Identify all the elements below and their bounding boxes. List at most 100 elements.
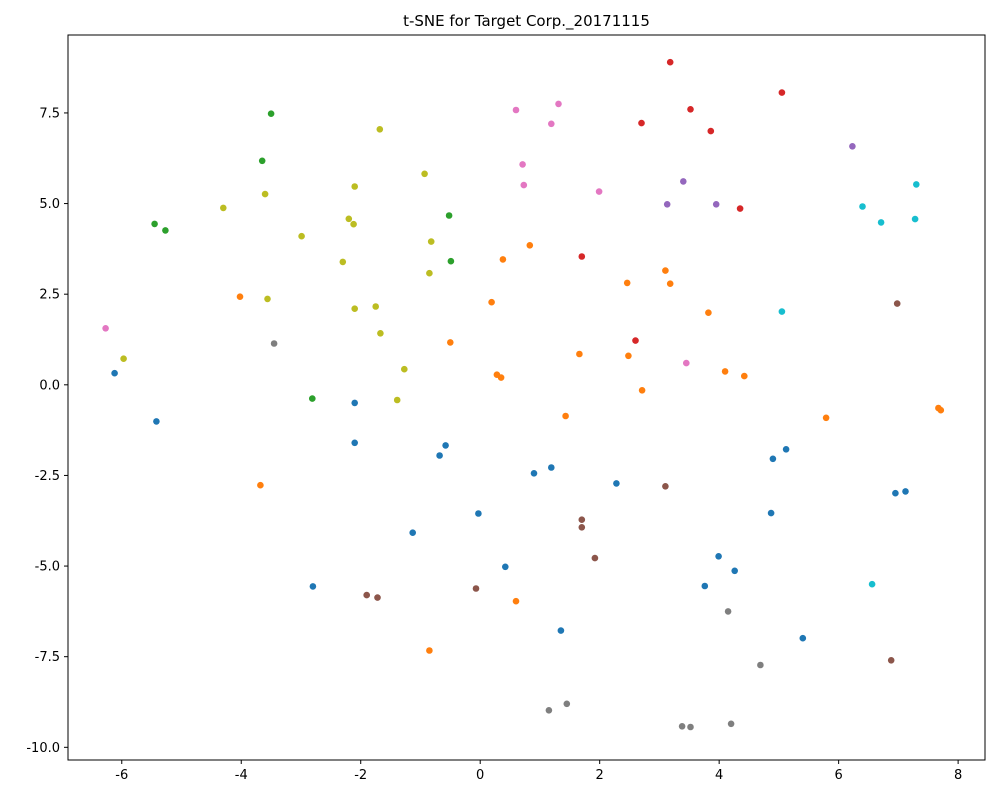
data-point xyxy=(111,369,118,377)
x-tick-label: -6 xyxy=(115,768,128,783)
data-point xyxy=(309,395,316,402)
x-tick-label: 0 xyxy=(476,768,484,783)
data-point xyxy=(499,256,507,263)
x-axis: -6 -4 -2 0 2 4 6 8 xyxy=(115,760,962,783)
data-point xyxy=(724,608,732,615)
data-point xyxy=(393,396,401,404)
x-tick-label: 2 xyxy=(596,768,604,783)
data-point xyxy=(767,509,775,517)
data-point xyxy=(731,567,738,575)
data-point xyxy=(363,591,371,599)
data-point xyxy=(757,661,764,669)
y-tick-label: 2.5 xyxy=(39,288,60,303)
data-point xyxy=(687,723,694,731)
data-point xyxy=(472,585,480,592)
data-point xyxy=(409,529,417,536)
data-point xyxy=(309,583,317,590)
data-point xyxy=(666,58,674,66)
data-point xyxy=(436,452,443,459)
data-point xyxy=(662,483,669,490)
data-point xyxy=(625,352,632,360)
data-point xyxy=(120,355,127,363)
data-point xyxy=(576,350,583,358)
data-point xyxy=(350,220,357,228)
data-point xyxy=(426,647,433,654)
data-point xyxy=(680,178,687,185)
y-axis: -10.0 -7.5 -5.0 -2.5 0.0 2.5 5.0 7.5 xyxy=(26,106,68,756)
data-point xyxy=(345,215,353,223)
data-point xyxy=(512,597,520,605)
data-point xyxy=(548,464,555,471)
y-tick-label: -7.5 xyxy=(35,650,60,665)
data-point xyxy=(447,339,454,346)
data-point xyxy=(937,406,945,414)
y-tick-label: 5.0 xyxy=(39,197,60,212)
data-point xyxy=(401,365,408,373)
plot-frame xyxy=(67,34,986,761)
data-point xyxy=(427,238,435,245)
data-point xyxy=(220,204,227,212)
y-tick-label: 0.0 xyxy=(39,378,60,393)
data-point xyxy=(663,201,671,208)
data-point xyxy=(578,524,586,531)
data-point xyxy=(662,267,669,274)
data-point xyxy=(687,106,694,113)
data-point xyxy=(707,127,715,135)
data-point xyxy=(595,188,603,195)
data-point xyxy=(578,516,586,523)
data-point xyxy=(236,293,244,301)
data-point xyxy=(372,303,380,310)
data-point xyxy=(151,220,158,228)
data-point xyxy=(270,340,278,347)
data-point xyxy=(868,580,876,588)
y-tick-label: -10.0 xyxy=(26,741,60,756)
data-point xyxy=(859,203,866,210)
data-point xyxy=(715,553,722,560)
x-tick-label: -4 xyxy=(235,768,248,783)
data-point xyxy=(257,481,264,489)
data-point xyxy=(421,170,428,178)
data-point xyxy=(351,183,359,190)
x-tick-label: -2 xyxy=(354,768,367,783)
data-point xyxy=(261,190,269,198)
data-point xyxy=(913,181,920,188)
data-point xyxy=(475,510,482,517)
data-point xyxy=(712,201,720,208)
data-point xyxy=(497,374,505,381)
data-point xyxy=(267,110,275,117)
data-point xyxy=(162,227,169,234)
data-point xyxy=(613,480,620,487)
data-point xyxy=(562,412,569,420)
data-point xyxy=(632,337,639,344)
data-point xyxy=(519,161,526,168)
data-point xyxy=(502,563,509,571)
data-point xyxy=(727,720,735,728)
data-point xyxy=(445,212,453,219)
data-point xyxy=(555,100,562,108)
data-point xyxy=(447,257,455,265)
data-point xyxy=(849,143,856,150)
data-point xyxy=(339,258,347,266)
data-point xyxy=(351,439,359,447)
data-point xyxy=(351,399,359,407)
data-point xyxy=(591,554,599,562)
data-point xyxy=(298,232,305,240)
data-point xyxy=(374,594,381,601)
data-point xyxy=(666,280,674,288)
data-point xyxy=(548,120,555,128)
data-point xyxy=(911,215,919,223)
data-point xyxy=(426,269,433,277)
data-point xyxy=(623,279,631,287)
y-tick-label: -5.0 xyxy=(35,560,60,575)
data-point xyxy=(893,300,901,307)
data-point xyxy=(778,308,786,315)
data-point xyxy=(264,295,271,303)
data-point xyxy=(822,414,830,422)
plot-area xyxy=(102,58,945,731)
data-point xyxy=(678,723,686,730)
data-point xyxy=(530,470,538,477)
data-point xyxy=(887,657,895,664)
data-point xyxy=(512,106,520,114)
data-point xyxy=(563,700,571,708)
